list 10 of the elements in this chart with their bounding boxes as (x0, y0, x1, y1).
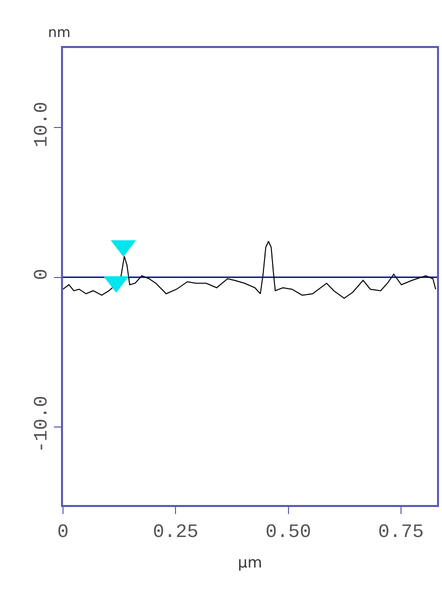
y-axis-title: nm (48, 25, 71, 41)
line-series (63, 240, 436, 299)
x-tick-label: 0 (57, 520, 69, 543)
y-tick-label: 10.0 (30, 102, 52, 148)
x-tick-label: 0.50 (265, 520, 312, 543)
x-tick-label: 0.75 (378, 520, 424, 543)
x-tick-label: 0.25 (152, 520, 198, 543)
y-tick-label: 0 (30, 268, 52, 280)
x-axis-title: µm (238, 553, 262, 572)
y-tick-label: -10.0 (30, 396, 52, 453)
